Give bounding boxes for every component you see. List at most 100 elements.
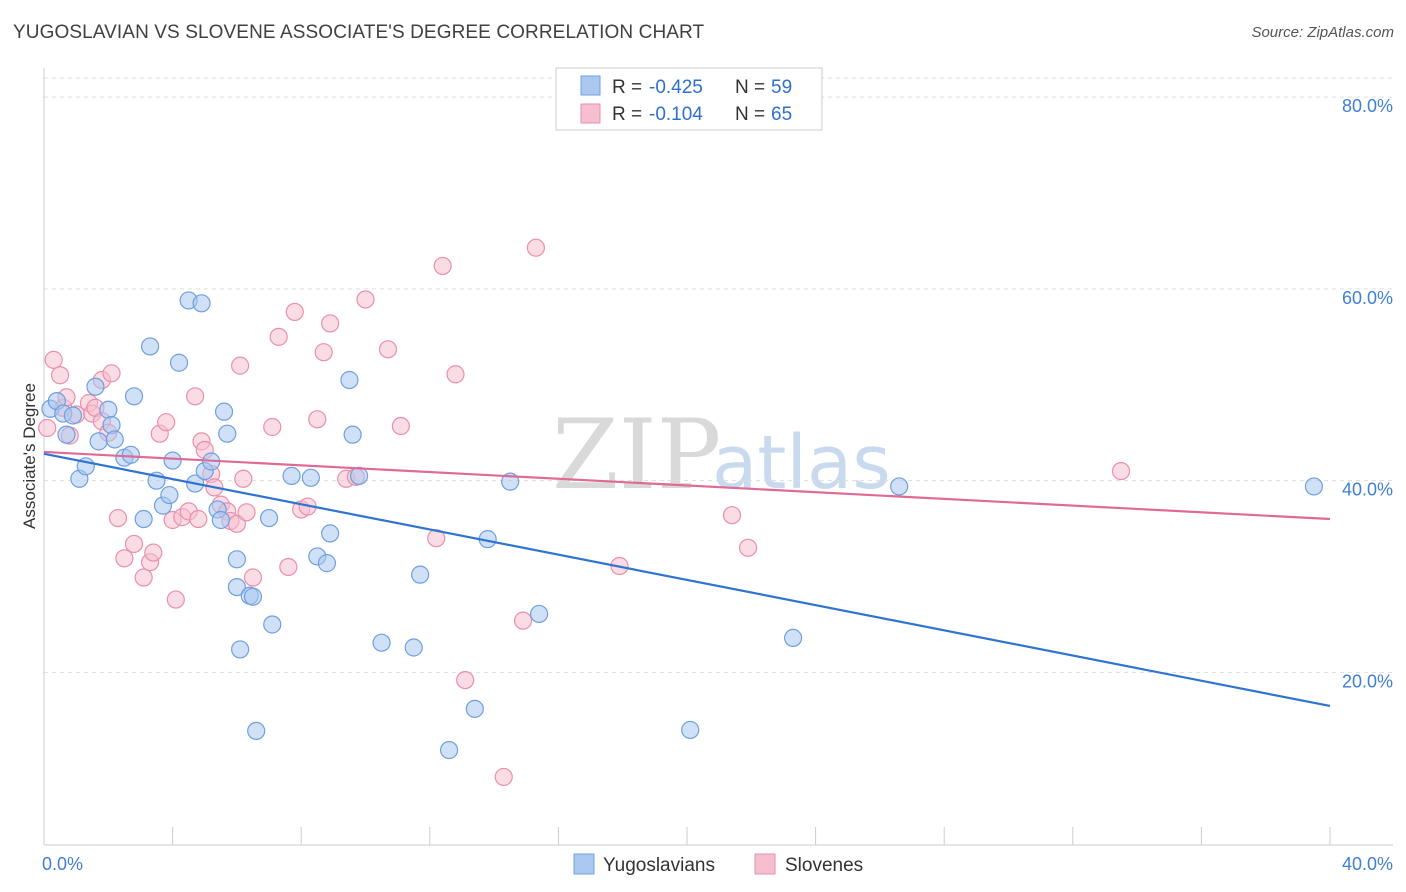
- yugoslavians-point-9: [99, 400, 118, 419]
- yugoslavians-point-8: [89, 432, 108, 451]
- slovenes-point-57: [494, 767, 513, 787]
- slovenes-point-45: [308, 410, 327, 429]
- yugoslavians-point-20: [163, 451, 182, 470]
- yugoslavians-point-56: [783, 628, 803, 648]
- slovenes-point-12: [102, 364, 121, 383]
- chart-title: YUGOSLAVIAN VS SLOVENE ASSOCIATE'S DEGRE…: [13, 22, 705, 43]
- series-legend-label-slovenes: Slovenes: [785, 855, 863, 876]
- yugoslavians-point-19: [160, 485, 179, 505]
- slovenes-point-16: [134, 568, 153, 587]
- slovenes-point-39: [263, 417, 282, 437]
- slovenes-point-61: [722, 506, 742, 525]
- yugoslavians-point-57: [890, 477, 909, 496]
- slovenes-point-54: [433, 256, 452, 276]
- yugoslavians-point-3: [57, 425, 76, 444]
- slovenes-point-13: [108, 508, 128, 528]
- yugoslavians-point-37: [259, 508, 279, 528]
- yugoslavians-point-42: [317, 554, 337, 573]
- yugoslavians-point-58: [1304, 477, 1324, 496]
- yugoslavians-point-32: [227, 577, 246, 597]
- yugoslavians-point-31: [227, 550, 246, 569]
- yugoslavians-point-13: [121, 445, 140, 464]
- yugoslavians-point-47: [372, 633, 391, 652]
- y-tick-labels: 20.0% 40.0% 60.0% 80.0%: [1342, 96, 1393, 691]
- yugoslavians-point-14: [124, 387, 144, 406]
- y-axis-title: Associate's Degree: [20, 383, 39, 529]
- yugoslavians-point-54: [530, 604, 549, 624]
- legend-swatch-yugoslavians: [580, 75, 601, 96]
- watermark-zip: ZIP: [552, 399, 721, 511]
- legend-r-value-1: -0.425: [649, 77, 703, 98]
- yugoslavians-point-30: [218, 424, 237, 443]
- slovenes-point-46: [314, 343, 333, 362]
- slovenes-point-14: [115, 549, 134, 568]
- yugoslavians-point-49: [411, 565, 430, 584]
- slovenes-point-1: [50, 366, 70, 385]
- slovenes-point-41: [279, 557, 298, 577]
- yugoslavians-point-51: [465, 699, 484, 718]
- slovenes-point-56: [456, 670, 475, 690]
- slovenes-point-40: [269, 327, 288, 346]
- y-tick-label-80: 80.0%: [1342, 96, 1393, 116]
- slovenes-point-51: [378, 340, 398, 359]
- yugoslavians-point-38: [263, 615, 282, 634]
- yugoslavians-point-4: [63, 406, 83, 425]
- legend-r-value-2: -0.104: [649, 104, 703, 125]
- slovenes-point-22: [166, 590, 185, 609]
- legend-n-label-2: N =: [735, 104, 765, 125]
- yugoslavians-point-55: [681, 720, 700, 740]
- yugoslavians-point-43: [321, 524, 340, 543]
- stats-legend: R = -0.425 N = 59 R = -0.104 N = 65: [555, 67, 823, 131]
- y-tick-label-60: 60.0%: [1342, 288, 1393, 308]
- legend-r-label-1: R =: [612, 77, 642, 98]
- series-legend-swatch-slovenes: [754, 853, 776, 875]
- yugoslavians-point-36: [247, 721, 266, 741]
- slovenes-point-18: [144, 543, 163, 562]
- slovenes-point-15: [124, 534, 144, 554]
- slovenes-point-64: [38, 418, 57, 438]
- yugoslavians-point-48: [404, 638, 423, 657]
- yugoslavians-point-35: [243, 587, 263, 606]
- yugoslavians-point-15: [134, 509, 153, 529]
- slovenes-point-25: [186, 387, 205, 406]
- y-tick-label-20: 20.0%: [1342, 671, 1393, 691]
- yugoslavians-trend-line: [43, 452, 1331, 708]
- y-tick-label-40: 40.0%: [1342, 480, 1393, 500]
- yugoslavians-point-39: [282, 466, 301, 485]
- series-legend-label-yugoslavians: Yugoslavians: [603, 855, 715, 876]
- legend-r-label-2: R =: [612, 104, 642, 125]
- trend-lines: [43, 450, 1331, 708]
- slovenes-trend-line: [43, 450, 1331, 521]
- yugoslavians-point-7: [86, 377, 105, 396]
- yugoslavians-point-28: [211, 510, 230, 530]
- slovenes-points: [38, 238, 1131, 787]
- slovenes-point-55: [446, 365, 465, 384]
- legend-swatch-slovenes: [580, 103, 601, 124]
- yugoslavians-point-16: [140, 337, 160, 356]
- slovenes-point-59: [526, 238, 545, 257]
- series-legend-swatch-yugoslavians: [573, 853, 595, 875]
- watermark-atlas: atlas: [712, 420, 891, 506]
- yugoslavians-point-11: [105, 430, 124, 449]
- slovenes-point-0: [44, 350, 63, 369]
- yugoslavians-point-24: [192, 294, 211, 313]
- slovenes-point-62: [738, 538, 758, 557]
- slovenes-point-38: [243, 568, 263, 587]
- x-tick-label-min: 0.0%: [42, 854, 83, 874]
- watermark: ZIP atlas: [552, 399, 891, 511]
- yugoslavians-point-33: [231, 640, 250, 659]
- yugoslavians-point-44: [340, 370, 359, 390]
- legend-n-value-1: 59: [771, 77, 792, 98]
- yugoslavians-point-50: [439, 740, 459, 760]
- yugoslavians-point-45: [343, 425, 362, 444]
- slovenes-point-63: [1111, 461, 1131, 481]
- yugoslavians-point-46: [349, 466, 369, 485]
- legend-n-value-2: 65: [771, 104, 792, 125]
- slovenes-point-36: [234, 469, 253, 488]
- slovenes-point-50: [356, 290, 375, 309]
- axes: [43, 68, 1393, 846]
- legend-n-label-1: N =: [735, 77, 765, 98]
- slovenes-point-37: [237, 503, 256, 522]
- slovenes-point-42: [285, 302, 304, 322]
